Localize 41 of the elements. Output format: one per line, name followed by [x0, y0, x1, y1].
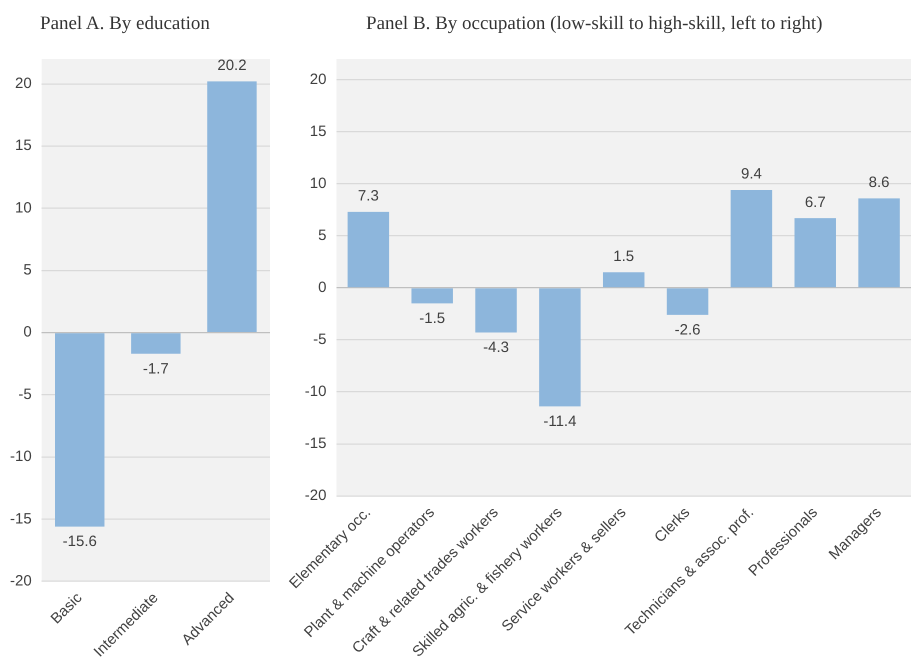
y-tick-label: 20: [14, 75, 32, 92]
y-tick-label: -5: [18, 386, 32, 403]
bar: [475, 288, 517, 333]
y-tick-label: 15: [14, 137, 32, 154]
y-tick-label: 0: [23, 324, 32, 341]
y-tick-label: -15: [10, 510, 32, 528]
bar: [411, 288, 453, 304]
bar: [539, 288, 581, 406]
bar: [348, 212, 390, 288]
data-label: -1.5: [419, 310, 446, 328]
y-tick-label: 10: [14, 199, 32, 216]
data-label: -1.7: [142, 360, 169, 378]
bar: [794, 218, 836, 288]
bar: [602, 272, 644, 288]
y-tick-label: -5: [313, 330, 326, 348]
data-label: -15.6: [62, 533, 97, 550]
y-tick-label: 20: [310, 70, 326, 88]
data-label: 20.2: [217, 57, 247, 74]
data-label: 1.5: [613, 248, 634, 265]
data-label: 8.6: [868, 174, 890, 192]
data-label: 7.3: [358, 188, 379, 205]
bar: [858, 198, 900, 288]
bar: [730, 190, 772, 288]
data-label: 6.7: [804, 194, 826, 211]
y-tick-label: -20: [10, 572, 32, 590]
data-label: -4.3: [483, 339, 509, 356]
y-tick-label: 10: [310, 174, 326, 192]
data-label: -11.4: [543, 413, 576, 430]
y-tick-label: 5: [23, 262, 32, 279]
chart-title: Panel B. By occupation (low-skill to high-skill, left to right): [365, 12, 824, 36]
bar: [666, 288, 708, 315]
data-label: 9.4: [740, 166, 762, 183]
y-tick-label: -10: [10, 448, 32, 466]
y-tick-label: 0: [318, 278, 326, 296]
y-tick-label: 15: [310, 122, 326, 140]
y-tick-label: -10: [304, 382, 326, 400]
y-tick-label: 5: [318, 226, 326, 244]
y-tick-label: -15: [304, 434, 326, 452]
y-tick-label: -20: [304, 487, 326, 504]
chart-title: Panel A. By education: [39, 12, 211, 36]
data-label: -2.6: [674, 322, 700, 339]
